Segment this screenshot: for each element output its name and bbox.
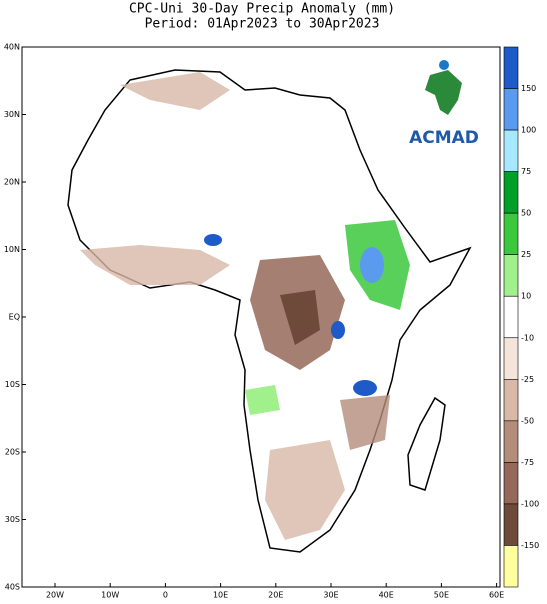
lon-label: 10E <box>213 591 228 600</box>
colorbar-label: -150 <box>521 541 539 550</box>
colorbar-label: -75 <box>521 458 534 467</box>
anomaly-area <box>340 395 390 450</box>
colorbar-swatch <box>503 46 519 89</box>
colorbar-swatch <box>503 129 519 172</box>
anomaly-area <box>120 72 230 110</box>
africa <box>67 69 472 553</box>
madagascar <box>407 396 446 491</box>
anomaly-area <box>204 234 222 246</box>
title: CPC-Uni 30-Day Precip Anomaly (mm) <box>129 2 395 17</box>
colorbar-swatch <box>503 503 519 546</box>
colorbar-label: 50 <box>521 209 531 218</box>
colorbar-label: -10 <box>521 333 534 342</box>
lon-label: 40E <box>379 591 394 600</box>
lat-label: 20S <box>5 448 20 457</box>
lon-label: 60E <box>489 591 504 600</box>
colorbar-swatch <box>503 337 519 380</box>
colorbar-label: 100 <box>521 126 536 135</box>
colorbar: 150 100 75 50 25 10 -10 -25 -50 -75 -100 -150 <box>503 46 539 588</box>
anomaly-area <box>360 247 384 283</box>
colorbar-swatch <box>503 420 519 463</box>
colorbar-swatch <box>503 462 519 505</box>
lat-label: 10S <box>5 380 20 389</box>
colorbar-swatch <box>503 379 519 422</box>
colorbar-label: 75 <box>521 167 531 176</box>
anomaly-area <box>80 245 230 285</box>
anomaly-area <box>245 385 280 415</box>
colorbar-label: 10 <box>521 292 531 301</box>
lon-label: 20W <box>46 591 64 600</box>
lon-label: 50E <box>434 591 449 600</box>
lat-label: EQ <box>9 313 20 322</box>
acmad-logo: ACMAD <box>409 60 479 148</box>
anomaly-area <box>353 380 377 396</box>
lon-label: 10W <box>101 591 119 600</box>
axes: 40N 30N 20N 10N EQ 10S 20S 30S 40S 20W 10W 0 10E 20E 3… <box>4 43 504 600</box>
colorbar-swatch <box>503 254 519 297</box>
lon-label: 20E <box>268 591 283 600</box>
lat-label: 30N <box>4 110 20 119</box>
lat-label: 10N <box>4 245 20 254</box>
lat-label: 40S <box>5 583 20 592</box>
lat-label: 30S <box>5 515 20 524</box>
lon-label: 0 <box>163 591 168 600</box>
logo-text: ACMAD <box>409 128 479 148</box>
anomaly-area <box>331 321 345 339</box>
colorbar-swatch <box>503 171 519 214</box>
lat-label: 40N <box>4 43 20 52</box>
colorbar-swatch <box>503 88 519 131</box>
anomaly-area <box>265 440 345 540</box>
lat-label: 20N <box>4 178 20 187</box>
anomaly-area <box>280 290 320 345</box>
colorbar-label: -100 <box>521 499 539 508</box>
subtitle: Period: 01Apr2023 to 30Apr2023 <box>145 17 380 32</box>
colorbar-swatch <box>503 545 519 588</box>
colorbar-swatch <box>503 212 519 255</box>
colorbar-label: 150 <box>521 84 536 93</box>
logo-map <box>425 70 462 115</box>
lon-label: 30E <box>323 591 338 600</box>
logo-drop <box>439 60 449 70</box>
colorbar-label: -50 <box>521 416 534 425</box>
colorbar-label: -25 <box>521 375 534 384</box>
colorbar-label: 25 <box>521 250 531 259</box>
colorbar-swatch <box>503 295 519 339</box>
